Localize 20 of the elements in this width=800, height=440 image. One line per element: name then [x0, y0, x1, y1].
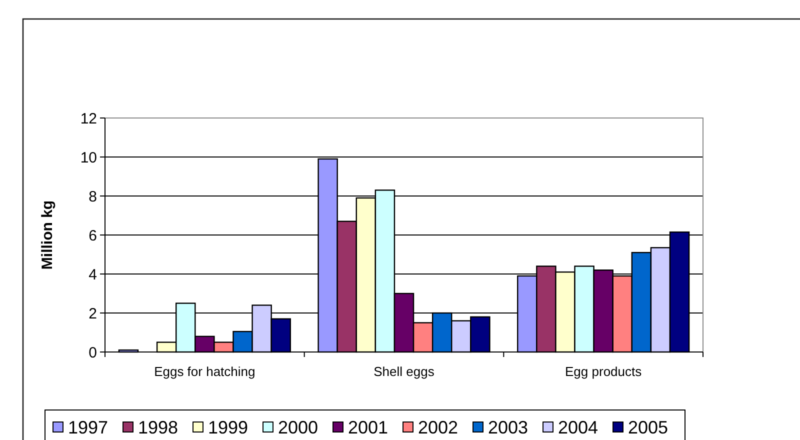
legend-label: 2005	[628, 417, 668, 438]
y-tick-label: 2	[88, 305, 97, 322]
y-tick-label: 8	[88, 188, 97, 206]
y-tick-label: 10	[80, 149, 97, 166]
x-tick-label: Eggs for hatching	[154, 364, 256, 379]
y-tick-label: 6	[88, 227, 97, 244]
legend-label: 1997	[68, 417, 108, 438]
x-tick-label: Shell eggs	[374, 364, 435, 379]
legend-label: 2001	[348, 417, 388, 438]
y-tick-label: 12	[80, 110, 97, 128]
x-tick-label: Egg products	[565, 364, 642, 379]
legend-label: 2000	[278, 417, 318, 438]
legend-label: 1998	[138, 417, 178, 438]
legend-label: 1999	[208, 417, 248, 438]
y-tick-label: 0	[88, 344, 97, 362]
y-tick-label: 4	[88, 266, 97, 284]
legend-label: 2003	[488, 417, 528, 438]
legend-label: 2002	[418, 417, 458, 438]
y-axis-title: Million kg	[39, 200, 56, 270]
legend-label: 2004	[558, 417, 598, 438]
